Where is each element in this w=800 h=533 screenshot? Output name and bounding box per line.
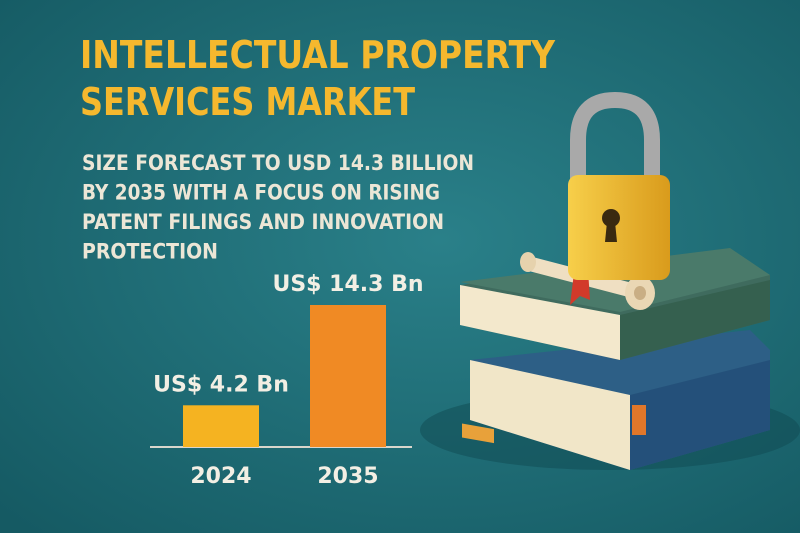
value-label: US$ 14.3 Bn (272, 272, 423, 297)
value-label: US$ 4.2 Bn (153, 372, 289, 397)
subtitle-line: SIZE FORECAST TO USD 14.3 BILLION (82, 151, 474, 175)
subtitle-line: PROTECTION (82, 240, 218, 264)
title-line: SERVICES MARKET (80, 80, 415, 124)
illustration (420, 91, 800, 470)
title-line: INTELLECTUAL PROPERTY (80, 33, 555, 77)
bar (183, 405, 259, 447)
subtitle-line: BY 2035 WITH A FOCUS ON RISING (82, 181, 440, 205)
subtitle-line: PATENT FILINGS AND INNOVATION (82, 210, 444, 234)
category-label: 2035 (317, 464, 378, 489)
bar (310, 305, 386, 447)
category-label: 2024 (190, 464, 251, 489)
